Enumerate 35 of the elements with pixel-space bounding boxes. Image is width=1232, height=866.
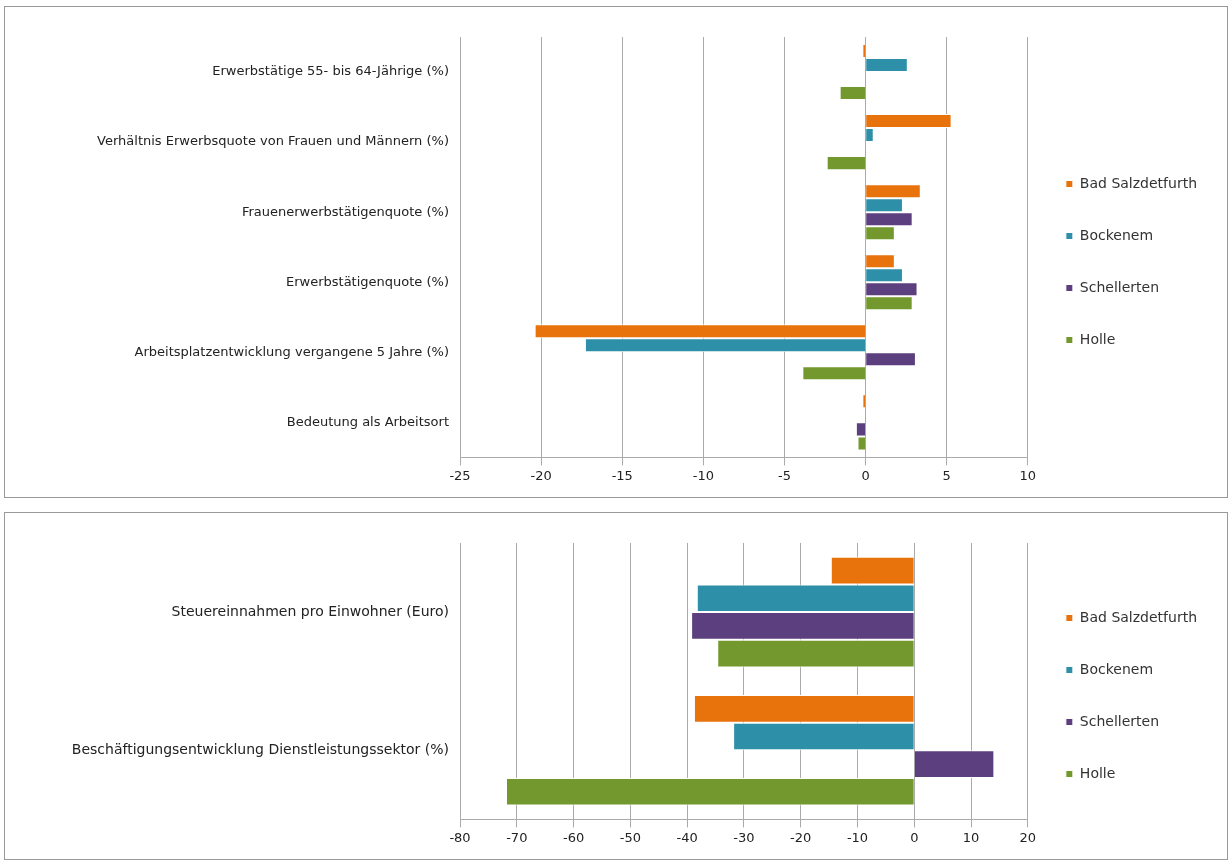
x-tick-label: 10	[1019, 467, 1037, 483]
y-tick-label: Erwerbstätige 55- bis 64-Jährige (%)	[212, 63, 449, 79]
x-tick-label: -20	[790, 829, 812, 845]
legend-label: Bad Salzdetfurth	[1079, 174, 1198, 191]
legend-label: Holle	[1079, 330, 1116, 347]
legend-label: Schellerten	[1079, 278, 1160, 295]
x-tick-label: -80	[449, 829, 471, 845]
legend-label: Holle	[1079, 764, 1116, 781]
x-tick-label: -30	[733, 829, 755, 845]
y-tick-label: Verhältnis Erwerbsquote von Frauen und Männern (%)	[97, 133, 449, 149]
x-tick-label: -10	[846, 829, 869, 845]
x-tick-label: 10	[962, 829, 980, 845]
y-tick-label: Arbeitsplatzentwicklung vergangene 5 Jahre (%)	[134, 343, 449, 359]
legend-label: Schellerten	[1079, 712, 1160, 729]
x-tick-label: 0	[861, 467, 870, 483]
x-tick-label: -15	[611, 467, 633, 483]
x-tick-label: -20	[530, 467, 552, 483]
x-tick-label: -70	[506, 829, 528, 845]
x-tick-label: -25	[449, 467, 471, 483]
x-tick-label: -60	[562, 829, 585, 845]
x-tick-label: -40	[676, 829, 698, 845]
x-tick-label: -5	[778, 467, 791, 483]
legend-label: Bockenem	[1079, 660, 1154, 677]
y-tick-label: Erwerbstätigenquote (%)	[286, 273, 449, 289]
legend-label: Bockenem	[1079, 226, 1154, 243]
legend-label: Bad Salzdetfurth	[1079, 608, 1198, 625]
x-tick-label: 5	[942, 467, 951, 483]
y-tick-label: Steuereinnahmen pro Einwohner (Euro)	[171, 602, 449, 619]
y-tick-label: Bedeutung als Arbeitsort	[286, 413, 449, 429]
x-tick-label: -10	[692, 467, 714, 483]
y-tick-label: Beschäftigungsentwicklung Dienstleistungssektor (%)	[71, 740, 449, 757]
y-tick-label: Frauenerwerbstätigenquote (%)	[241, 203, 449, 219]
x-tick-label: 0	[910, 829, 919, 845]
x-tick-label: 20	[1019, 829, 1037, 845]
x-tick-label: -50	[619, 829, 641, 845]
